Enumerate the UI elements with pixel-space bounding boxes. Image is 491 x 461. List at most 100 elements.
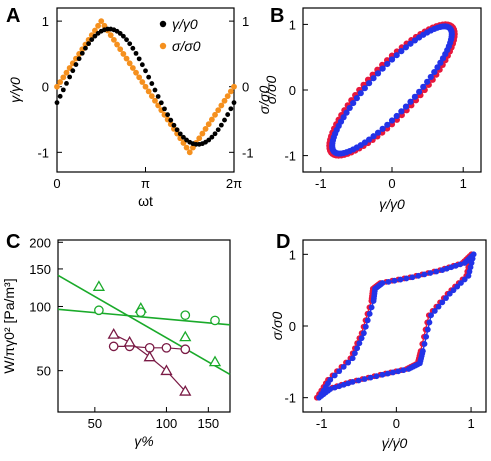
loop-point — [362, 323, 369, 330]
loop-point — [434, 64, 441, 71]
loop-point — [391, 277, 398, 284]
loop-line — [331, 25, 453, 155]
sigma-point — [54, 83, 60, 90]
loop-point — [424, 78, 431, 85]
legend-marker-sigma — [159, 42, 167, 50]
loop-point — [367, 374, 374, 381]
loop-point — [353, 95, 360, 102]
loop-point — [421, 271, 428, 278]
gamma-point — [133, 50, 139, 56]
y-tick-label: 50 — [37, 364, 51, 379]
loop-point — [402, 44, 410, 51]
loop-point — [443, 295, 449, 301]
panel-c-frame — [57, 239, 231, 413]
loop-line — [328, 23, 456, 157]
triangle-marker — [160, 364, 173, 376]
y-tick-label: 0 — [289, 83, 296, 98]
loop-point — [388, 56, 396, 63]
sigma-point — [139, 79, 146, 85]
panel-label-a: A — [6, 5, 20, 27]
loop-point — [336, 383, 343, 390]
loop-point — [397, 276, 404, 283]
gamma-point — [54, 100, 60, 106]
y-tick-label: -1 — [284, 149, 296, 164]
loop-point — [379, 280, 386, 286]
loop-line — [316, 252, 473, 399]
loop-point — [384, 370, 391, 377]
sigma-point — [60, 74, 67, 81]
panel-label-c: C — [6, 231, 20, 253]
loop-point — [457, 261, 464, 268]
loop-point — [398, 108, 405, 115]
sigma-point — [107, 32, 114, 39]
gamma-point — [228, 106, 234, 112]
gamma-point — [168, 117, 174, 123]
sigma-point — [129, 65, 136, 71]
sigma-point — [199, 130, 206, 137]
y-tick-label-right: 0 — [242, 80, 249, 95]
triangle-marker — [143, 350, 156, 362]
loop-point — [393, 52, 400, 59]
loop-point — [437, 59, 444, 66]
loop-point — [424, 326, 431, 333]
loop-point — [421, 341, 428, 347]
loop-point — [420, 83, 427, 90]
x-tick-label: π — [141, 176, 150, 191]
gamma-point — [86, 41, 92, 47]
loop-point — [415, 272, 422, 279]
sigma-point — [183, 144, 190, 151]
triangle-marker — [179, 385, 192, 396]
gamma-point — [92, 33, 98, 39]
gamma-point — [83, 45, 88, 51]
y-axis-label: σ/σ0 — [263, 76, 279, 105]
loop-point — [349, 379, 356, 385]
sigma-point — [136, 74, 143, 81]
gamma-point — [143, 68, 148, 74]
y-tick-label: 100 — [29, 299, 51, 314]
triangle-marker — [208, 355, 222, 367]
sigma-point — [218, 102, 225, 109]
loop-point — [379, 125, 386, 132]
sigma-point — [215, 107, 222, 114]
loop-point — [354, 345, 361, 352]
loop-point — [361, 85, 368, 92]
gamma-point — [76, 56, 82, 62]
gamma-point — [136, 56, 142, 62]
triangle-marker — [123, 335, 136, 347]
loop-point — [390, 369, 396, 376]
sigma-point — [208, 116, 215, 123]
y-tick-label: 1 — [289, 17, 296, 32]
x-tick-label: -1 — [315, 176, 327, 191]
gamma-point — [130, 45, 136, 51]
gamma-point — [181, 134, 186, 140]
sigma-point — [126, 60, 133, 67]
loop-point — [431, 68, 438, 76]
circle-marker — [135, 307, 146, 318]
loop-point — [431, 308, 438, 314]
loop-point — [336, 368, 343, 375]
loop-point — [368, 304, 375, 311]
sigma-point — [221, 97, 228, 104]
sigma-point — [145, 88, 152, 95]
sigma-point — [186, 149, 193, 156]
gamma-point — [212, 131, 218, 137]
loop-point — [343, 109, 350, 116]
x-axis-label: ωt — [138, 193, 153, 209]
gamma-point — [67, 74, 73, 80]
x-tick-label: 1 — [467, 416, 474, 431]
loop-point — [355, 377, 362, 384]
sigma-point — [95, 22, 101, 29]
loop-point — [427, 73, 434, 81]
loop-point — [450, 287, 457, 294]
loop-point — [364, 317, 371, 324]
gamma-point — [155, 94, 161, 99]
loop-point — [403, 275, 410, 282]
y-tick-label: 1 — [289, 247, 296, 262]
gamma-point — [209, 134, 215, 140]
gamma-point — [225, 112, 231, 117]
sigma-point — [202, 125, 209, 132]
loop-point — [340, 381, 347, 388]
y-tick-label: 0 — [42, 80, 49, 95]
loop-point — [374, 70, 382, 77]
circle-marker — [180, 310, 191, 321]
